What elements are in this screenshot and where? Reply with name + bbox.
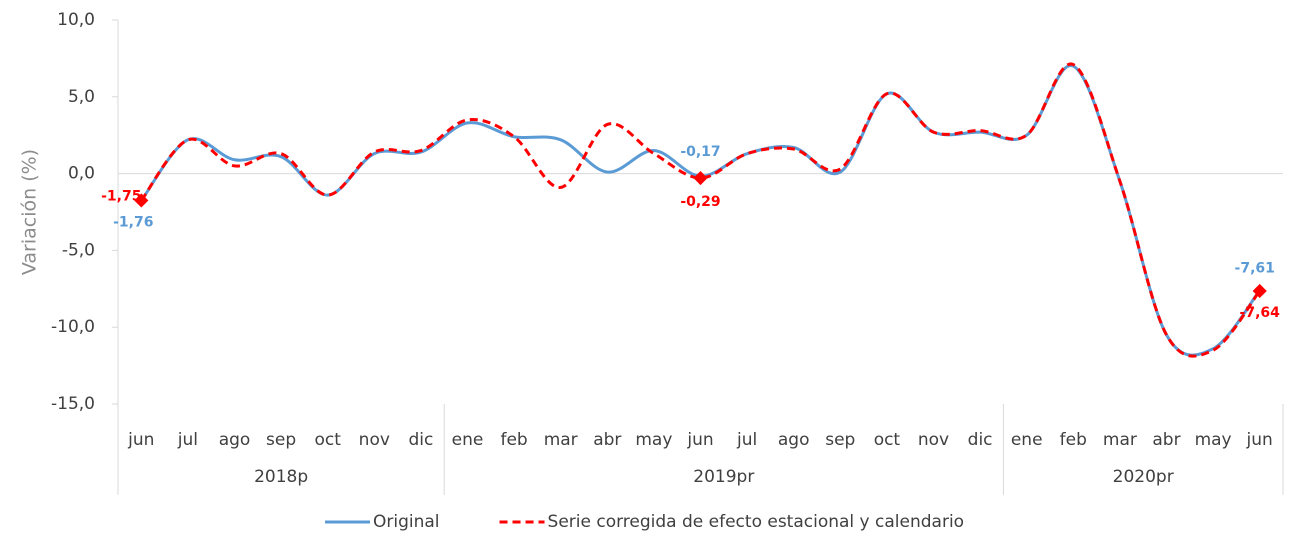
marker bbox=[693, 170, 708, 186]
x-tick-label: may bbox=[635, 430, 672, 450]
x-tick-label: ago bbox=[778, 430, 810, 450]
legend-label: Serie corregida de efecto estacional y c… bbox=[548, 512, 965, 532]
marker bbox=[134, 193, 149, 208]
x-tick-label: jul bbox=[177, 430, 198, 450]
data-label: -7,61 bbox=[1235, 260, 1275, 276]
data-label: -1,76 bbox=[113, 215, 153, 231]
y-tick-label: 5,0 bbox=[68, 87, 95, 107]
x-tick-label: ago bbox=[219, 430, 251, 450]
data-label: -0,29 bbox=[680, 194, 720, 210]
data-label: -1,75 bbox=[101, 188, 141, 204]
x-tick-label: mar bbox=[544, 430, 578, 450]
x-tick-label: nov bbox=[359, 430, 390, 450]
group-label: 2020pr bbox=[1113, 467, 1174, 487]
legend-label: Original bbox=[373, 512, 440, 532]
y-tick-label: -10,0 bbox=[51, 317, 95, 337]
series-line bbox=[140, 62, 1261, 358]
x-tick-label: ene bbox=[452, 430, 484, 450]
series-line bbox=[140, 64, 1261, 357]
x-tick-label: jun bbox=[686, 430, 713, 450]
x-tick-label: sep bbox=[266, 430, 296, 450]
x-tick-label: feb bbox=[1060, 430, 1087, 450]
x-tick-label: oct bbox=[314, 430, 341, 450]
group-label: 2019pr bbox=[693, 467, 754, 487]
group-label: 2018p bbox=[254, 467, 308, 487]
marker bbox=[1252, 283, 1267, 299]
x-tick-label: abr bbox=[1152, 430, 1180, 450]
x-tick-label: oct bbox=[874, 430, 901, 450]
x-tick-label: nov bbox=[918, 430, 949, 450]
x-tick-label: dic bbox=[968, 430, 993, 450]
x-tick-label: mar bbox=[1103, 430, 1137, 450]
y-tick-label: -15,0 bbox=[51, 394, 95, 414]
x-tick-label: may bbox=[1195, 430, 1232, 450]
x-tick-label: ene bbox=[1011, 430, 1043, 450]
x-tick-label: dic bbox=[408, 430, 433, 450]
x-tick-label: sep bbox=[825, 430, 855, 450]
x-tick-label: jun bbox=[1246, 430, 1273, 450]
data-label: -0,17 bbox=[680, 144, 720, 160]
x-tick-label: jun bbox=[127, 430, 154, 450]
y-axis-title: Variación (%) bbox=[19, 149, 41, 275]
x-tick-label: feb bbox=[500, 430, 527, 450]
y-tick-label: -5,0 bbox=[62, 240, 95, 260]
y-tick-label: 10,0 bbox=[57, 10, 95, 30]
data-label: -7,64 bbox=[1240, 305, 1281, 321]
x-tick-label: jul bbox=[736, 430, 757, 450]
x-tick-label: abr bbox=[593, 430, 621, 450]
y-tick-label: 0,0 bbox=[68, 164, 95, 184]
